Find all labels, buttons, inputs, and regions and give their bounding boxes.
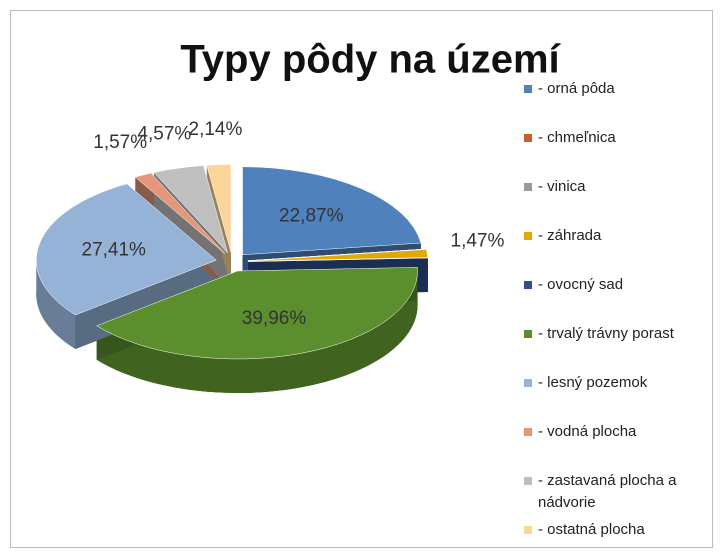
legend-label: - chmeľnica: [538, 129, 616, 146]
legend-entry: - trvalý trávny porast: [524, 323, 719, 345]
legend-swatch: [524, 134, 532, 142]
legend-swatch: [524, 281, 532, 289]
data-label: 1,47%: [451, 230, 505, 251]
legend-entry: - vinica: [524, 176, 719, 198]
slice: [206, 164, 232, 253]
slice: [96, 267, 418, 360]
slice: [134, 172, 225, 254]
legend-swatch: [524, 183, 532, 191]
slice: [247, 249, 429, 262]
legend-label: - lesný pozemok: [538, 374, 648, 391]
legend-label: - trvalý trávny porast: [538, 325, 674, 342]
legend-swatch: [524, 232, 532, 240]
top-layer: [36, 164, 429, 360]
legend-entry: - ovocný sad: [524, 274, 719, 296]
slice: [247, 248, 427, 261]
legend-swatch: [524, 428, 532, 436]
legend-label: - vodná plocha: [538, 423, 637, 440]
legend-swatch: [524, 379, 532, 387]
legend-label: - zastavaná plocha a nádvorie: [538, 472, 677, 511]
legend-label: - orná pôda: [538, 80, 615, 97]
slice: [36, 183, 217, 316]
legend-entry: - záhrada: [524, 225, 719, 247]
data-label: 4,57%: [137, 123, 191, 144]
legend-entry: - zastavaná plocha a nádvorie: [524, 470, 719, 514]
legend-entry: - vodná plocha: [524, 421, 719, 443]
legend-label: - záhrada: [538, 227, 602, 244]
data-label: 39,96%: [242, 308, 307, 329]
legend-label: - ostatná plocha: [538, 521, 645, 538]
legend-label: - vinica: [538, 178, 586, 195]
legend-swatch: [524, 85, 532, 93]
slice-side: [36, 260, 76, 349]
chart-title: Typy pôdy na území: [180, 38, 561, 82]
data-label: 27,41%: [82, 240, 147, 261]
legend-label: - ovocný sad: [538, 276, 624, 293]
data-label: 22,87%: [279, 205, 344, 226]
legend-swatch: [524, 477, 532, 485]
slice: [153, 165, 228, 253]
slice: [242, 166, 422, 256]
legend-swatch: [524, 526, 532, 534]
slice-side: [96, 270, 418, 393]
label-layer: 22,87% 1,47% 39,96% 27,41% 1,57%4,57%2,14%: [82, 119, 505, 329]
data-label: 2,14%: [189, 119, 243, 140]
legend-swatch: [524, 330, 532, 338]
legend-entry: - lesný pozemok: [524, 372, 719, 394]
data-label: 1,57%: [93, 132, 147, 153]
legend-entry: - ostatná plocha: [524, 519, 719, 541]
legend-entry: - orná pôda: [524, 78, 719, 100]
legend-entry: - chmeľnica: [524, 127, 719, 149]
